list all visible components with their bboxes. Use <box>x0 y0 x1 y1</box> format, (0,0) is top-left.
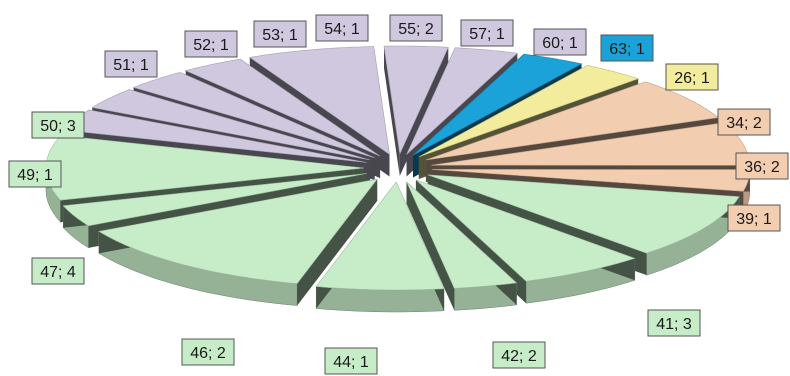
data-label-text: 26; 1 <box>674 70 710 87</box>
data-label-text: 34; 2 <box>726 115 762 132</box>
data-label-50: 50; 3 <box>32 112 84 138</box>
data-label-60: 60; 1 <box>534 29 586 55</box>
data-label-text: 53; 1 <box>262 27 298 44</box>
data-label-52: 52; 1 <box>185 31 237 57</box>
data-label-55: 55; 2 <box>390 15 442 41</box>
slice-rim <box>316 287 444 313</box>
data-label-text: 47; 4 <box>40 264 76 281</box>
data-label-text: 54; 1 <box>324 21 360 38</box>
data-label-51: 51; 1 <box>105 51 157 77</box>
data-label-53: 53; 1 <box>254 21 306 47</box>
data-label-text: 42; 2 <box>501 348 537 365</box>
data-label-text: 41; 3 <box>656 316 692 333</box>
data-label-text: 63; 1 <box>609 41 645 58</box>
data-label-44: 44; 1 <box>325 348 377 374</box>
data-label-text: 57; 1 <box>469 26 505 43</box>
data-label-text: 49; 1 <box>17 167 53 184</box>
data-label-47: 47; 4 <box>32 258 84 284</box>
data-label-57: 57; 1 <box>461 20 513 46</box>
data-label-text: 46; 2 <box>190 345 226 362</box>
data-label-26: 26; 1 <box>666 64 718 90</box>
data-label-39: 39; 1 <box>728 205 780 231</box>
data-label-text: 39; 1 <box>736 211 772 228</box>
data-label-text: 36; 2 <box>744 159 780 176</box>
data-label-text: 51; 1 <box>113 57 149 74</box>
data-label-41: 41; 3 <box>648 310 700 336</box>
data-label-text: 60; 1 <box>542 35 578 52</box>
data-label-63: 63; 1 <box>601 35 653 61</box>
data-label-text: 55; 2 <box>398 21 434 38</box>
data-label-46: 46; 2 <box>182 339 234 365</box>
data-label-49: 49; 1 <box>9 161 61 187</box>
data-label-34: 34; 2 <box>718 109 770 135</box>
data-label-42: 42; 2 <box>493 342 545 368</box>
data-label-text: 52; 1 <box>193 37 229 54</box>
data-label-text: 44; 1 <box>333 354 369 371</box>
data-label-text: 50; 3 <box>40 118 76 135</box>
data-label-36: 36; 2 <box>736 153 788 179</box>
data-label-54: 54; 1 <box>316 15 368 41</box>
